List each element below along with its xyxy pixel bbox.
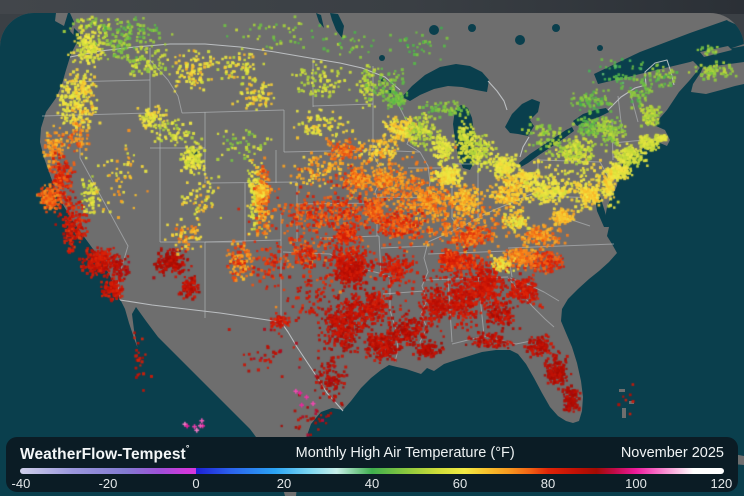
canada-lake xyxy=(597,45,603,51)
legend-tick-label: 120 xyxy=(710,476,733,492)
temperature-colorbar xyxy=(20,468,724,475)
legend-tick-label: 60 xyxy=(452,476,468,492)
mn-lake xyxy=(381,78,385,82)
page-background-strip xyxy=(0,0,744,14)
mn-lake xyxy=(388,90,392,94)
brand-logo[interactable]: WeatherFlow-Tempest° xyxy=(20,442,190,463)
legend-tick-label: 100 xyxy=(625,476,647,492)
map-title: Monthly High Air Temperature (°F) xyxy=(295,445,515,461)
lake-nipigon xyxy=(429,25,439,35)
lake-of-the-woods xyxy=(379,55,385,61)
legend-tick-label: -40 xyxy=(11,476,31,492)
degree-mark: ° xyxy=(185,442,190,453)
us-basemap xyxy=(0,13,744,496)
canada-lake xyxy=(515,35,525,45)
legend-tick-label: 20 xyxy=(276,476,292,492)
legend-tick-label: 80 xyxy=(540,476,556,492)
legend-tick-label: 0 xyxy=(192,476,200,492)
bahamas-island xyxy=(619,389,625,392)
bahamas-island xyxy=(629,401,634,404)
canada-lake xyxy=(552,24,560,32)
date-label[interactable]: November 2025 xyxy=(620,445,724,461)
legend-tick-label: 40 xyxy=(364,476,380,492)
canada-lake xyxy=(468,24,476,32)
colorbar-tick-labels: -40 -20 0 20 40 60 80 100 120 xyxy=(12,475,733,492)
legend-panel: WeatherFlow-Tempest° Monthly High Air Te… xyxy=(6,437,738,492)
map-panel[interactable] xyxy=(0,13,744,496)
legend-tick-label: -20 xyxy=(98,476,118,492)
bahamas-island xyxy=(622,408,626,418)
